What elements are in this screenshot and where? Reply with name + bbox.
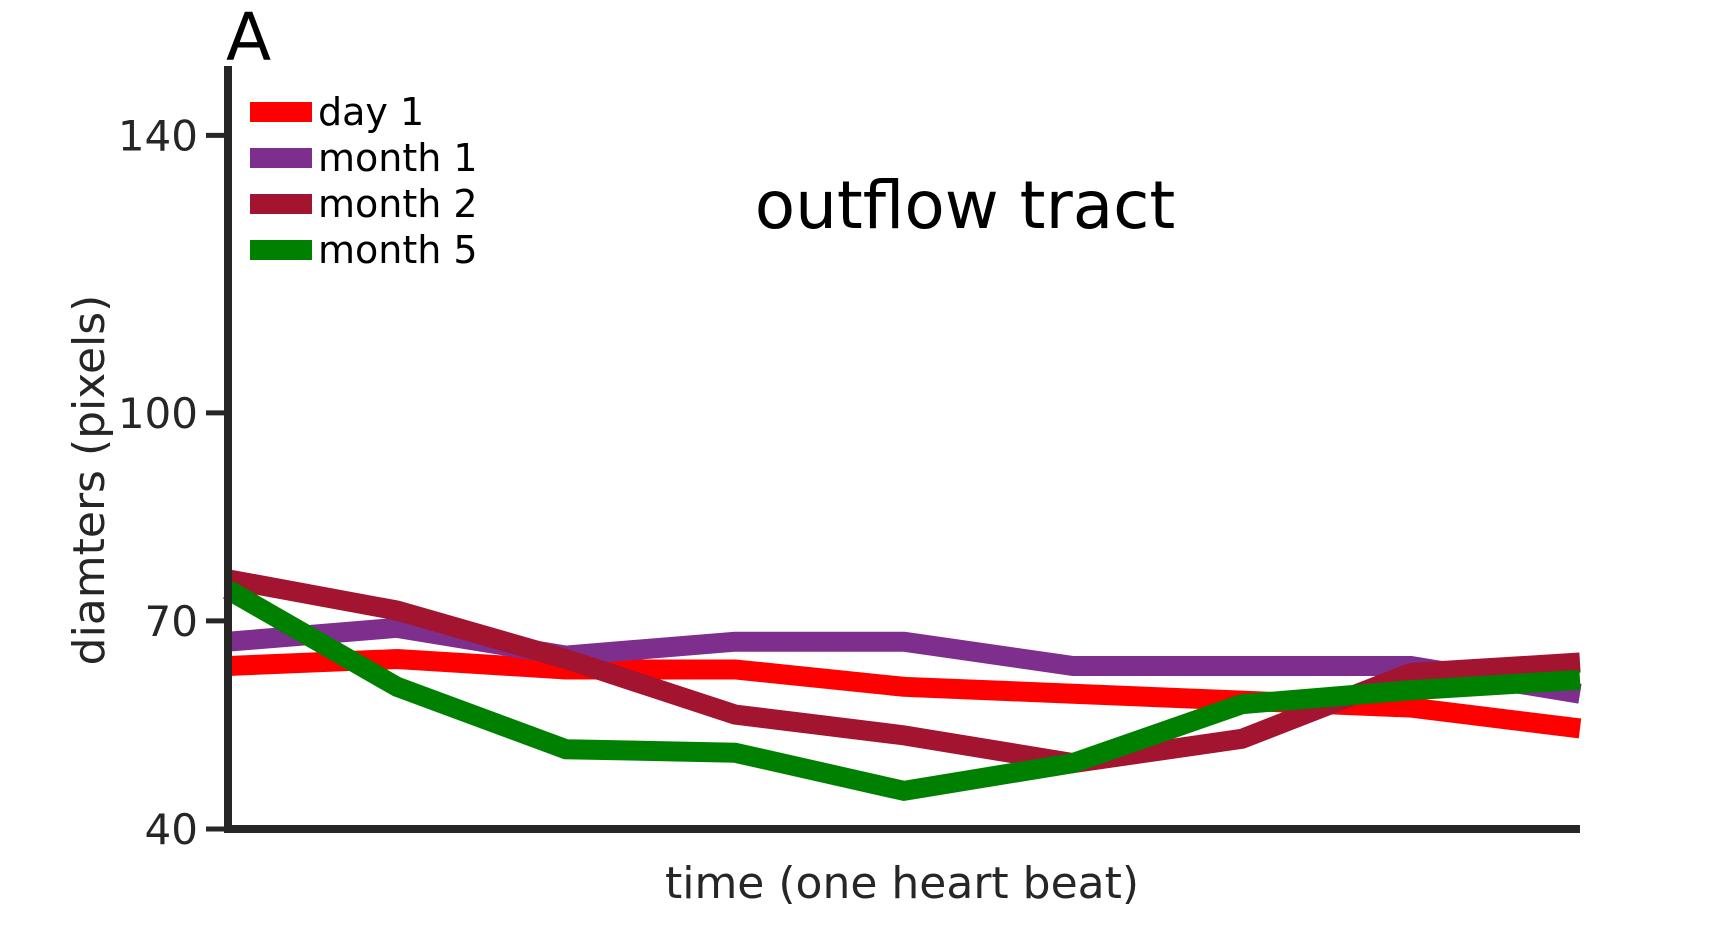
y-tick-label: 100 <box>118 389 198 438</box>
series-lines <box>223 569 1582 802</box>
axes: 40 70 100 140 <box>118 66 1580 854</box>
legend-label: day 1 <box>318 90 424 134</box>
series-line-month-5 <box>223 581 1581 802</box>
legend-label: month 2 <box>318 182 478 226</box>
y-ticks: 40 70 100 140 <box>118 111 228 854</box>
y-tick-label: 70 <box>145 597 198 646</box>
x-axis-label: time (one heart beat) <box>665 858 1139 909</box>
y-tick-label: 140 <box>118 111 198 160</box>
legend-label: month 1 <box>318 136 478 180</box>
chart-title: outflow tract <box>755 167 1176 244</box>
series-line-month-1 <box>227 617 1582 704</box>
y-tick-label: 40 <box>145 805 198 854</box>
y-axis-label: diamters (pixels) <box>64 295 115 666</box>
panel-label: A <box>226 0 271 76</box>
legend-label: month 5 <box>318 228 478 272</box>
